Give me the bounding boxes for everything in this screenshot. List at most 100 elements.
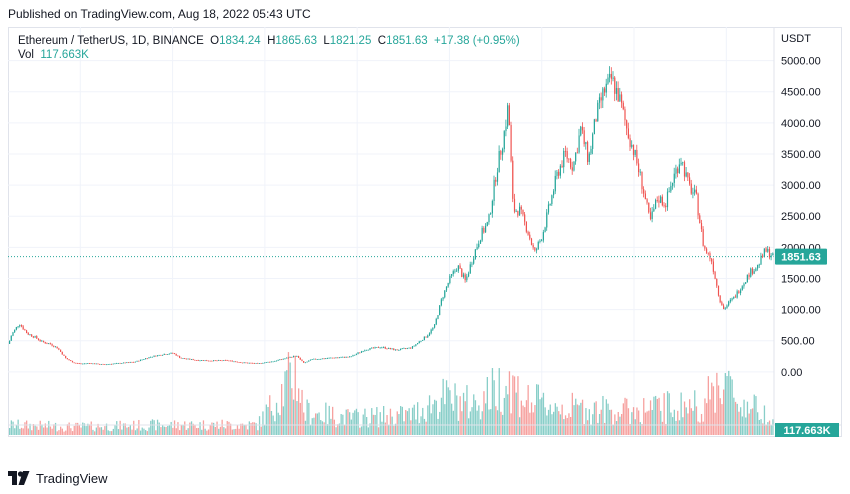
volume-bar bbox=[651, 409, 653, 435]
candle-body bbox=[551, 195, 553, 205]
candle-body bbox=[571, 167, 573, 171]
volume-bar bbox=[539, 399, 541, 435]
candle-body bbox=[48, 343, 50, 345]
volume-bar bbox=[41, 424, 43, 435]
volume-bar bbox=[214, 426, 216, 435]
volume-bar bbox=[150, 420, 152, 435]
candle-body bbox=[325, 358, 327, 360]
candle-body bbox=[496, 172, 499, 182]
volume-label[interactable]: Vol bbox=[18, 49, 34, 61]
volume-bar bbox=[85, 426, 87, 435]
volume-bar bbox=[581, 399, 584, 435]
candle-body bbox=[434, 324, 436, 328]
volume-bar bbox=[241, 423, 244, 435]
volume-layer bbox=[9, 352, 774, 435]
volume-bar bbox=[624, 397, 626, 435]
candle-body bbox=[772, 253, 774, 256]
candle-body bbox=[376, 347, 378, 348]
candle-body bbox=[277, 359, 279, 361]
volume-bar bbox=[393, 425, 395, 435]
volume-bar bbox=[100, 427, 103, 435]
volume-bar bbox=[394, 423, 397, 435]
candle-body bbox=[46, 343, 48, 345]
volume-bar bbox=[736, 403, 738, 435]
price-chart[interactable]: 5000.00 4500.00 4000.00 3500.00 3000.00 2500.… bbox=[8, 27, 842, 437]
volume-bar bbox=[260, 426, 262, 435]
symbol-label[interactable]: Ethereum / TetherUS, 1D, BINANCE bbox=[18, 35, 204, 47]
volume-bar bbox=[31, 430, 33, 435]
volume-bar bbox=[70, 428, 72, 435]
candle-body bbox=[335, 357, 337, 359]
volume-bar bbox=[275, 402, 278, 435]
candle-body bbox=[717, 285, 720, 296]
candle-body bbox=[347, 356, 349, 358]
candle-body bbox=[559, 165, 561, 176]
candle-body bbox=[206, 360, 208, 362]
volume-bar bbox=[143, 428, 145, 435]
volume-bar bbox=[190, 421, 193, 435]
last-volume-tag-text: 117.663K bbox=[783, 425, 830, 437]
volume-bar bbox=[155, 430, 157, 435]
candle-body bbox=[510, 124, 512, 161]
candle-body bbox=[286, 357, 288, 359]
candle-body bbox=[274, 360, 276, 362]
candle-body bbox=[173, 353, 176, 355]
volume-bar bbox=[306, 399, 308, 435]
volume-bar bbox=[207, 429, 210, 435]
volume-bar bbox=[304, 420, 307, 435]
volume-bar bbox=[617, 411, 619, 435]
candle-body bbox=[250, 362, 252, 364]
candle-body bbox=[156, 355, 159, 357]
volume-bar bbox=[762, 423, 764, 435]
volume-bar bbox=[593, 402, 596, 435]
volume-bar bbox=[745, 417, 747, 435]
volume-bar bbox=[264, 424, 266, 435]
candle-body bbox=[238, 362, 240, 363]
volume-bar bbox=[566, 418, 568, 435]
brand-name: TradingView bbox=[36, 470, 108, 486]
candle-body bbox=[537, 241, 539, 250]
candle-body bbox=[413, 345, 415, 347]
candle-body bbox=[313, 358, 315, 360]
volume-bar bbox=[697, 421, 699, 435]
candle-body bbox=[357, 352, 359, 354]
candle-body bbox=[78, 363, 80, 365]
candle-body bbox=[733, 296, 735, 299]
candle-body bbox=[556, 171, 558, 176]
candle-body bbox=[675, 168, 677, 174]
candle-body bbox=[190, 359, 193, 360]
candle-body bbox=[165, 354, 167, 355]
volume-bar bbox=[167, 425, 169, 435]
volume-bar bbox=[301, 389, 303, 435]
volume-bar bbox=[615, 421, 618, 435]
candle-body bbox=[695, 189, 697, 194]
volume-bar bbox=[109, 431, 111, 435]
candle-body bbox=[122, 362, 125, 364]
candle-body bbox=[350, 356, 352, 358]
volume-bar bbox=[158, 422, 160, 435]
volume-bar bbox=[677, 410, 679, 435]
volume-bar bbox=[355, 408, 358, 435]
volume-bar bbox=[702, 421, 704, 435]
candle-body bbox=[672, 182, 674, 186]
volume-bar bbox=[500, 411, 502, 435]
volume-bar bbox=[185, 429, 188, 435]
candle-body bbox=[65, 355, 67, 359]
candle-body bbox=[486, 222, 488, 227]
candle-body bbox=[750, 268, 752, 277]
footer-brand[interactable]: TradingView bbox=[8, 468, 108, 488]
volume-bar bbox=[570, 417, 572, 435]
candle-body bbox=[403, 348, 405, 349]
volume-bar bbox=[77, 422, 79, 435]
volume-bar bbox=[683, 401, 686, 435]
published-caption: Published on TradingView.com, Aug 18, 20… bbox=[8, 7, 311, 21]
candle-body bbox=[145, 358, 147, 360]
candle-body bbox=[481, 227, 483, 241]
candle-body bbox=[216, 360, 218, 362]
candle-body bbox=[73, 362, 75, 364]
open-value: 1834.24 bbox=[219, 35, 261, 47]
candle-body bbox=[612, 77, 614, 79]
volume-bar bbox=[71, 431, 74, 435]
volume-bar bbox=[588, 409, 590, 435]
volume-bar bbox=[700, 413, 703, 435]
